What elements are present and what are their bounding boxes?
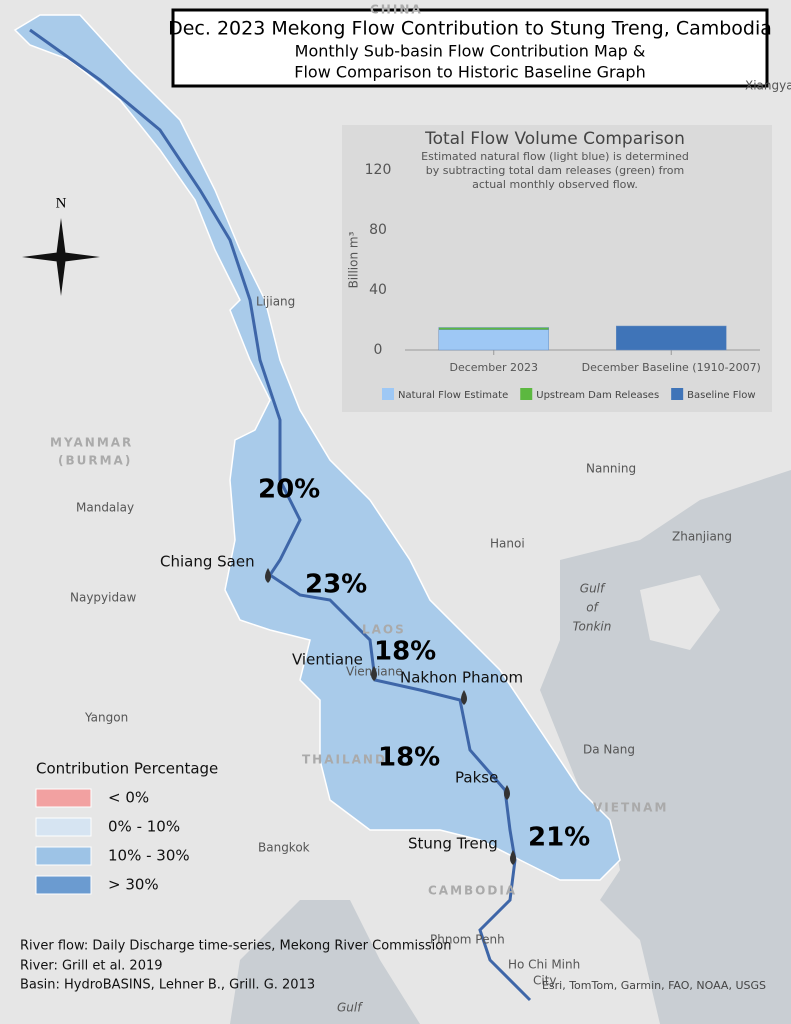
contribution: 23%	[305, 570, 367, 600]
places: Lijiang MYANMAR (BURMA) Mandalay Naypyid…	[50, 3, 791, 1015]
chart-panel	[342, 125, 772, 412]
credit: River: Grill et al. 2019	[20, 959, 163, 974]
place: Xiangyan	[745, 79, 791, 93]
place: Phnom Penh	[430, 933, 505, 947]
country: CAMBODIA	[428, 884, 517, 898]
y-tick-label: 120	[365, 162, 392, 178]
title-box	[171, 8, 769, 88]
country: (BURMA)	[58, 454, 132, 468]
country: LAOS	[362, 623, 406, 637]
sea	[540, 470, 791, 1024]
station-marker	[510, 850, 516, 865]
place: Hanoi	[490, 537, 525, 551]
legend-label: < 0%	[108, 789, 149, 807]
y-tick-label: 40	[369, 282, 387, 298]
legend-swatch	[35, 846, 92, 866]
credit: River flow: Daily Discharge time-series,…	[20, 939, 451, 954]
place: City	[533, 974, 557, 988]
subtitle: Monthly Sub-basin Flow Contribution Map …	[295, 42, 646, 61]
station-marker	[371, 666, 377, 681]
chart-title: Total Flow Volume Comparison	[424, 129, 685, 149]
inset-chart: Total Flow Volume Comparison Estimated n…	[342, 125, 772, 412]
place: Bangkok	[258, 841, 310, 855]
sea-label: of	[586, 601, 599, 615]
legend-label: 0% - 10%	[108, 818, 180, 836]
sea-label: Tonkin	[573, 620, 612, 634]
legend-label: Baseline Flow	[687, 390, 755, 401]
chart-subtitle: actual monthly observed flow.	[472, 178, 638, 191]
compass-rose	[22, 218, 100, 296]
bar	[438, 329, 549, 351]
chart-subtitle: Estimated natural flow (light blue) is d…	[421, 150, 689, 163]
place: Zhanjiang	[672, 530, 732, 544]
chart-subtitle: by subtracting total dam releases (green…	[426, 164, 685, 177]
country: CHINA	[370, 3, 423, 17]
legend-title: Contribution Percentage	[36, 760, 218, 778]
subtitle: Flow Comparison to Historic Baseline Gra…	[294, 63, 645, 82]
sea-label: Gulf	[337, 1001, 363, 1015]
place: Mandalay	[76, 501, 134, 515]
station-label: Chiang Saen	[160, 553, 255, 571]
place: Naypyidaw	[70, 591, 136, 605]
country: THAILAND	[302, 753, 387, 767]
credit: Basin: HydroBASINS, Lehner B., Grill. G.…	[20, 978, 315, 993]
contribution: 20%	[258, 475, 320, 505]
x-tick-label: December 2023	[449, 361, 538, 374]
compass-north: N	[56, 195, 67, 211]
y-tick-label: 80	[369, 222, 387, 238]
title: Dec. 2023 Mekong Flow Contribution to St…	[168, 18, 772, 40]
place: Lijiang	[256, 295, 295, 309]
contribution: 21%	[528, 823, 590, 853]
legend-label: 10% - 30%	[108, 847, 190, 865]
legend-swatch	[35, 817, 92, 837]
station-marker	[265, 568, 271, 583]
country: VIETNAM	[593, 801, 668, 815]
y-axis-label: Billion m³	[347, 231, 361, 288]
legend-swatch	[35, 788, 92, 808]
compass: N	[22, 195, 100, 296]
legend-label: > 30%	[108, 876, 159, 894]
legend-swatch	[382, 388, 394, 400]
station-label: Vientiane	[292, 651, 363, 669]
station-label: Nakhon Phanom	[400, 669, 523, 687]
station-label: Pakse	[455, 769, 498, 787]
stations: Chiang Saen Vientiane Nakhon Phanom Pakse St…	[160, 553, 523, 865]
place: Yangon	[84, 711, 128, 725]
hainan	[640, 575, 720, 650]
place: Da Nang	[583, 743, 635, 757]
contribution: 18%	[374, 637, 436, 667]
bar	[438, 327, 549, 330]
gulf-sea	[230, 900, 420, 1024]
x-tick-label: December Baseline (1910-2007)	[582, 361, 761, 374]
legend-swatch	[520, 388, 533, 400]
legend: < 0% 0% - 10% 10% - 30% > 30%	[35, 788, 190, 895]
basin	[13, 14, 621, 881]
legend-swatch	[671, 388, 684, 400]
station-marker	[461, 690, 467, 705]
station-marker	[504, 785, 510, 800]
sea-label: Gulf	[580, 582, 606, 596]
place: Nanning	[586, 462, 636, 476]
bar	[616, 325, 727, 351]
attribution: Esri, TomTom, Garmin, FAO, NOAA, USGS	[542, 979, 766, 992]
legend-label: Natural Flow Estimate	[398, 390, 508, 401]
legend-label: Upstream Dam Releases	[536, 390, 659, 401]
y-tick-label: 0	[374, 342, 383, 358]
legend-swatch	[35, 875, 92, 895]
place: Ho Chi Minh	[508, 958, 580, 972]
country: MYANMAR	[50, 436, 133, 450]
contribution: 18%	[378, 743, 440, 773]
station-label: Stung Treng	[408, 835, 498, 853]
